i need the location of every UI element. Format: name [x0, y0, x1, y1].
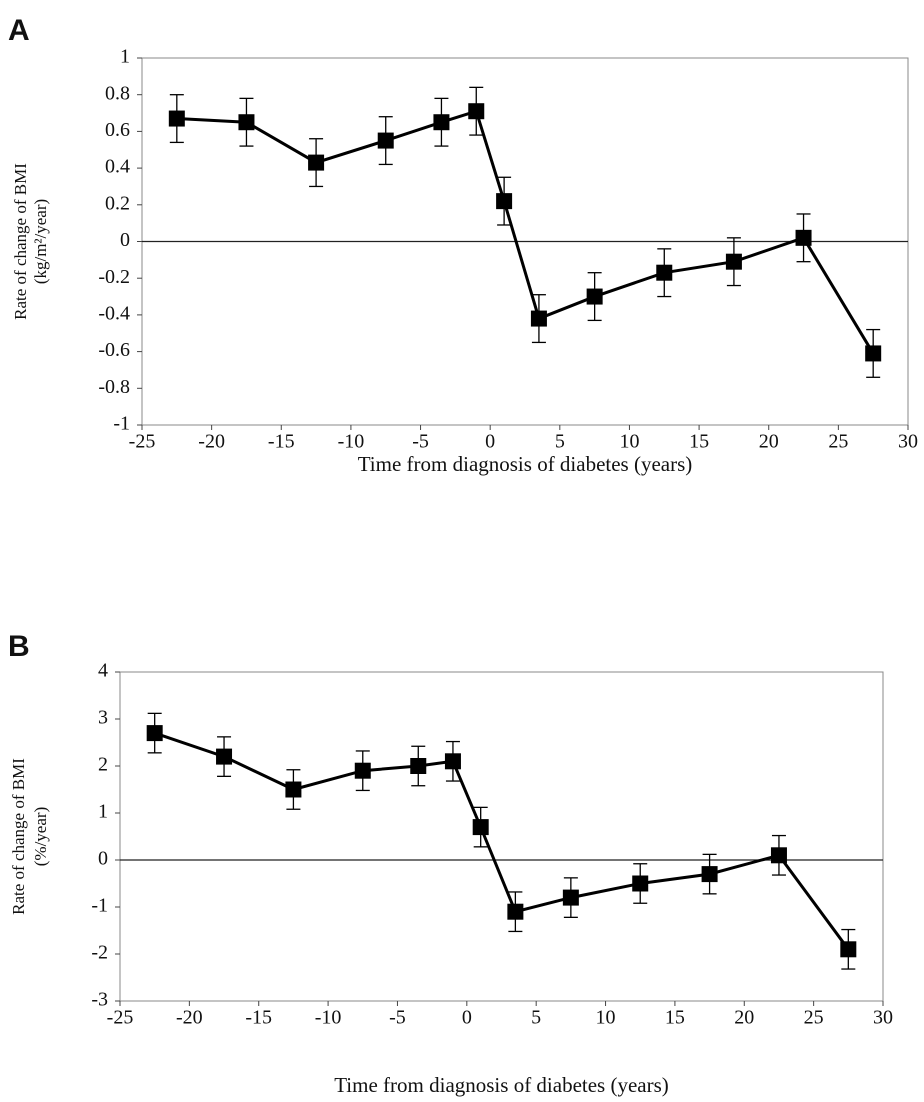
- data-marker: [770, 847, 787, 864]
- x-tick-label: -10: [338, 431, 365, 453]
- x-axis-label: Time from diagnosis of diabetes (years): [358, 452, 693, 476]
- data-marker: [354, 762, 371, 779]
- data-marker: [725, 253, 742, 270]
- y-tick-label: 0.8: [105, 82, 130, 104]
- data-marker: [410, 758, 427, 774]
- x-tick-label: 30: [898, 431, 918, 453]
- panel-letter: B: [8, 630, 30, 663]
- data-line: [154, 731, 850, 951]
- y-tick-label: -0.6: [98, 339, 130, 361]
- y-tick-label: -1: [113, 413, 130, 435]
- x-tick-label: 5: [531, 1007, 541, 1029]
- data-marker: [656, 264, 673, 281]
- y-tick-label: -2: [91, 942, 108, 964]
- y-tick-label: 3: [98, 707, 108, 729]
- x-tick-label: 10: [619, 431, 639, 453]
- x-tick-label: 25: [828, 431, 848, 453]
- x-tick-label: -5: [389, 1007, 406, 1029]
- x-tick-label: 10: [596, 1007, 616, 1029]
- x-tick-label: 5: [555, 431, 565, 453]
- x-tick-label: -20: [198, 431, 225, 453]
- y-tick-label: -0.8: [98, 376, 130, 398]
- data-marker: [146, 725, 163, 742]
- y-axis-label: Rate of change of BMI: [9, 758, 28, 915]
- plot-frame: [119, 671, 884, 1002]
- y-tick-label: 2: [98, 754, 108, 776]
- y-axis-label: (%/year): [31, 807, 50, 866]
- data-marker: [530, 310, 547, 327]
- panel-letter: A: [8, 14, 30, 47]
- data-marker: [433, 114, 450, 131]
- data-marker: [562, 889, 579, 906]
- x-tick-label: 25: [804, 1007, 824, 1029]
- data-marker: [377, 132, 394, 149]
- data-line: [176, 109, 875, 355]
- data-marker: [468, 103, 485, 120]
- y-tick-label: 0: [120, 229, 130, 251]
- x-tick-label: -20: [176, 1007, 203, 1029]
- x-tick-label: -25: [129, 431, 156, 453]
- data-marker: [865, 345, 882, 362]
- data-marker: [308, 154, 325, 171]
- y-tick-label: 0.4: [105, 156, 130, 178]
- x-tick-label: 30: [873, 1007, 893, 1029]
- y-tick-label: 0: [98, 848, 108, 870]
- x-tick-label: -15: [268, 431, 295, 453]
- data-marker: [285, 781, 302, 798]
- data-marker: [496, 193, 513, 210]
- data-marker: [238, 114, 255, 131]
- x-tick-label: 20: [734, 1007, 754, 1029]
- data-marker: [472, 819, 489, 836]
- x-axis-label: Time from diagnosis of diabetes (years): [334, 1073, 669, 1097]
- data-marker: [795, 229, 812, 246]
- x-tick-label: 20: [759, 431, 779, 453]
- data-marker: [216, 748, 233, 765]
- y-tick-label: 0.6: [105, 119, 130, 141]
- data-marker: [586, 288, 603, 305]
- x-tick-label: 15: [665, 1007, 685, 1029]
- x-tick-label: -10: [315, 1007, 342, 1029]
- y-tick-label: 1: [98, 801, 108, 823]
- y-tick-label: 0.2: [105, 192, 130, 214]
- y-tick-label: -1: [91, 895, 108, 917]
- x-tick-label: 15: [689, 431, 709, 453]
- y-tick-label: -0.2: [98, 266, 130, 288]
- data-marker: [168, 110, 185, 127]
- x-tick-label: 0: [485, 431, 495, 453]
- data-marker: [701, 866, 718, 883]
- y-axis-label: (kg/m²/year): [31, 199, 50, 284]
- x-tick-label: -15: [245, 1007, 272, 1029]
- x-tick-label: -25: [107, 1007, 134, 1029]
- data-marker: [840, 941, 857, 958]
- y-tick-label: -3: [91, 989, 108, 1011]
- data-marker: [632, 875, 649, 892]
- data-marker: [507, 903, 524, 920]
- y-axis-label: Rate of change of BMI: [11, 163, 30, 320]
- y-tick-label: -0.4: [98, 302, 130, 324]
- data-marker: [444, 753, 461, 770]
- x-tick-label: 0: [462, 1007, 472, 1029]
- y-tick-label: 4: [98, 660, 108, 682]
- x-tick-label: -5: [412, 431, 429, 453]
- y-tick-label: 1: [120, 46, 130, 68]
